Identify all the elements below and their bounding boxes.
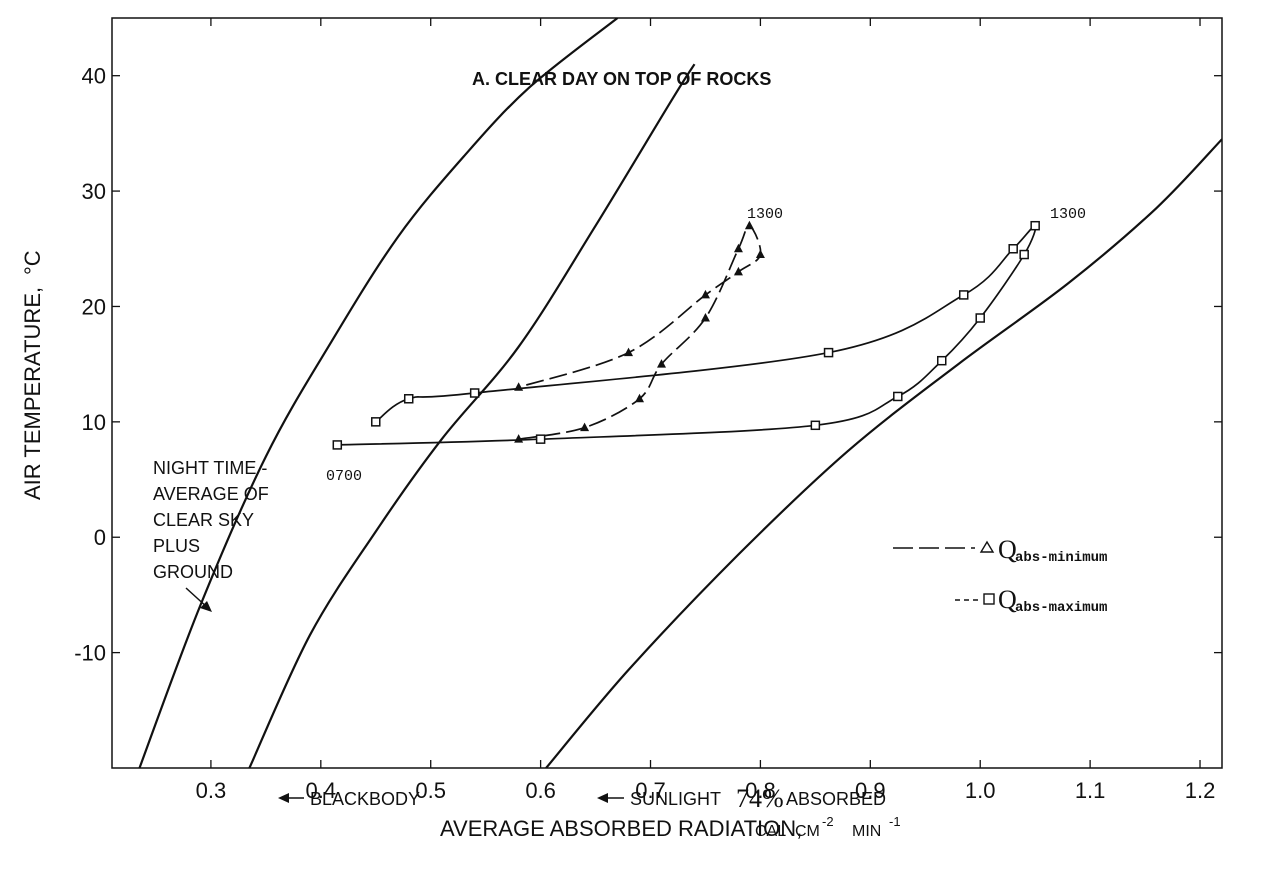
y-tick-label: 0 xyxy=(94,525,106,550)
sunlight-text-prefix: SUNLIGHT xyxy=(630,789,721,809)
qabs-maximum-point xyxy=(1019,249,1029,260)
legend-max-q: Q xyxy=(998,585,1017,614)
x-tick-label: 0.5 xyxy=(415,778,446,803)
legend: Q abs-minimum Q abs-maximum xyxy=(893,535,1107,616)
sunlight-74-curve xyxy=(545,138,1222,768)
y-tick-label: -10 xyxy=(74,641,106,666)
qabs-maximum-point xyxy=(403,394,414,404)
x-tick-label: 0.9 xyxy=(855,778,886,803)
legend-min-marker xyxy=(979,540,995,553)
x-tick-label: 0.7 xyxy=(635,778,666,803)
night-time-label: NIGHT TIME - AVERAGE OF CLEAR SKY PLUS G… xyxy=(153,458,269,582)
x-axis-unit-cm: CM xyxy=(795,823,820,840)
sunlight-label: SUNLIGHT 74% ABSORBED xyxy=(597,784,886,813)
x-tick-labels: 0.3 0.4 0.5 0.6 0.7 0.8 0.9 1.0 1.1 1.2 xyxy=(196,778,1216,803)
y-axis-unit: °C xyxy=(20,250,45,275)
qabs-maximum-point xyxy=(893,391,903,402)
legend-min-sub: abs-minimum xyxy=(1015,550,1107,566)
plot-frame xyxy=(111,17,1223,769)
x-axis-unit-cal: CAL xyxy=(755,823,786,840)
chart-title: A. CLEAR DAY ON TOP OF ROCKS xyxy=(472,69,771,89)
night-time-label-line: CLEAR SKY xyxy=(153,510,254,530)
x-tick-label: 1.1 xyxy=(1075,778,1106,803)
x-axis-label: AVERAGE ABSORBED RADIATION, xyxy=(440,816,802,841)
blackbody-arrowhead xyxy=(278,793,289,803)
x-tick-label: 0.8 xyxy=(745,778,776,803)
legend-max-sub: abs-maximum xyxy=(1015,600,1107,616)
x-tick-label: 0.4 xyxy=(306,778,337,803)
y-tick-label: 10 xyxy=(82,410,106,435)
x-tick-label: 0.6 xyxy=(525,778,556,803)
time-label-1300-max: 1300 xyxy=(1050,206,1086,223)
x-tick-label: 0.3 xyxy=(196,778,227,803)
night-time-label-line: AVERAGE OF xyxy=(153,484,269,504)
qabs-minimum-line xyxy=(518,224,762,441)
qabs-maximum-point xyxy=(332,440,343,450)
legend-item-min: Q abs-minimum xyxy=(893,535,1107,566)
qabs-maximum-point xyxy=(1008,244,1018,254)
qabs-maximum-point xyxy=(535,434,546,444)
qabs-maximum-point xyxy=(810,420,821,431)
night-time-curve xyxy=(138,18,619,768)
sunlight-text-suffix: ABSORBED xyxy=(786,789,886,809)
qabs-minimum-point xyxy=(700,313,710,322)
sunlight-text-value: 74% xyxy=(736,784,784,813)
y-tick-labels: 40 30 20 10 0 -10 xyxy=(74,64,106,666)
qabs-minimum-point xyxy=(580,422,590,432)
x-axis-unit-cm-exp: -2 xyxy=(822,814,834,829)
night-time-label-line: NIGHT TIME - xyxy=(153,458,267,478)
reference-curves xyxy=(138,18,1222,768)
night-time-arrowhead xyxy=(200,601,212,612)
qabs-minimum-point xyxy=(624,347,634,357)
qabs-minimum-point xyxy=(733,266,743,276)
qabs-maximum-line xyxy=(337,224,1037,446)
x-axis-unit-min: MIN xyxy=(852,823,881,840)
legend-min-q: Q xyxy=(998,535,1017,564)
time-label-0700: 0700 xyxy=(326,468,362,485)
qabs-maximum-point xyxy=(975,313,985,323)
blackbody-text: BLACKBODY xyxy=(310,789,420,809)
qabs-maximum-point xyxy=(958,290,969,300)
qabs-maximum-point xyxy=(371,417,381,427)
qabs-maximum-point xyxy=(469,388,480,398)
y-tick-label: 20 xyxy=(82,294,106,319)
qabs-minimum-point xyxy=(755,249,765,259)
qabs-minimum-point xyxy=(733,243,743,253)
night-time-label-line: GROUND xyxy=(153,562,233,582)
qabs-minimum-point xyxy=(657,359,667,368)
tick-marks xyxy=(112,18,1222,768)
x-axis-unit-min-exp: -1 xyxy=(889,814,901,829)
x-tick-label: 1.0 xyxy=(965,778,996,803)
blackbody-label: BLACKBODY xyxy=(278,789,420,809)
sunlight-arrowhead xyxy=(597,793,608,803)
legend-max-marker xyxy=(983,593,995,605)
qabs-minimum-point xyxy=(744,220,754,230)
qabs-maximum-point xyxy=(823,347,834,358)
y-axis-label: AIR TEMPERATURE, xyxy=(20,287,45,500)
qabs-minimum-point xyxy=(700,289,710,299)
night-time-label-line: PLUS xyxy=(153,536,200,556)
qabs-maximum-point xyxy=(1030,220,1040,231)
qabs-maximum-point xyxy=(937,355,947,366)
data-series xyxy=(332,220,1040,450)
x-tick-label: 1.2 xyxy=(1185,778,1216,803)
qabs-minimum-point xyxy=(635,393,645,403)
y-tick-label: 40 xyxy=(82,64,106,89)
time-label-1300-min: 1300 xyxy=(747,206,783,223)
blackbody-curve xyxy=(248,63,696,768)
y-tick-label: 30 xyxy=(82,179,106,204)
legend-item-max: Q abs-maximum xyxy=(955,585,1107,616)
